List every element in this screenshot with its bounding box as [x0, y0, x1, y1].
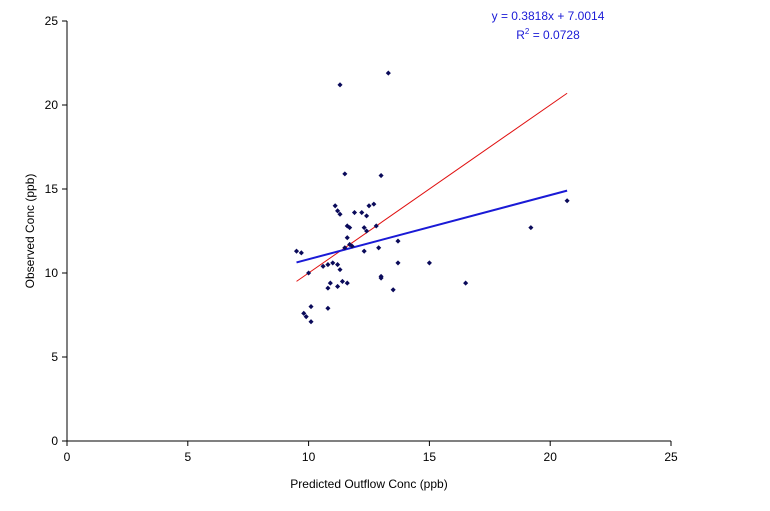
data-point [395, 260, 401, 266]
data-point [327, 280, 333, 286]
fit-lines [296, 92, 568, 282]
data-point [378, 275, 384, 281]
data-point [371, 201, 377, 207]
data-point [344, 280, 350, 286]
x-tick-label: 10 [302, 450, 316, 464]
x-tick-label: 15 [423, 450, 437, 464]
data-point [361, 225, 367, 231]
data-point [337, 267, 343, 273]
data-point [335, 262, 341, 268]
data-point [335, 283, 341, 289]
x-tick-label: 25 [664, 450, 678, 464]
data-point [325, 262, 331, 268]
data-point [320, 263, 326, 269]
data-point [376, 245, 382, 251]
data-point [293, 248, 300, 254]
x-tick-label: 5 [184, 450, 191, 464]
y-tick-label: 0 [51, 434, 58, 448]
data-point [385, 70, 391, 76]
data-point [351, 209, 358, 216]
data-point [308, 304, 314, 310]
data-point [325, 305, 331, 311]
data-point [426, 260, 432, 266]
data-point [378, 173, 384, 179]
r-squared-label: R2 = 0.0728 [516, 27, 580, 42]
y-axis-title: Observed Conc (ppb) [23, 174, 37, 289]
x-tick-label: 20 [544, 450, 558, 464]
data-point [308, 319, 314, 325]
r2-superscript: 2 [525, 27, 530, 36]
data-point [337, 82, 343, 88]
data-point [342, 171, 348, 177]
data-point [349, 243, 355, 249]
trendline-equation: y = 0.3818x + 7.0014 [492, 9, 605, 23]
r2-prefix: R [516, 28, 525, 42]
data-point [332, 203, 338, 209]
data-point [342, 245, 348, 251]
y-tick-label: 20 [45, 98, 59, 112]
data-point [390, 287, 396, 293]
data-point [301, 310, 307, 316]
data-point [361, 248, 367, 254]
data-point [373, 223, 379, 229]
y-tick-label: 25 [45, 14, 59, 28]
x-axis-title: Predicted Outflow Conc (ppb) [290, 477, 447, 491]
trend-line [296, 189, 568, 264]
data-point [337, 211, 343, 217]
axis-ticks: 0 5 10 15 20 25 0 5 10 15 20 25 [45, 14, 678, 464]
data-point [344, 235, 350, 241]
data-point [325, 285, 331, 291]
data-point [364, 213, 370, 219]
data-point [306, 270, 312, 276]
y-tick-label: 5 [51, 350, 58, 364]
identity-line [296, 92, 568, 282]
data-point [366, 203, 372, 209]
x-tick-label: 0 [64, 450, 71, 464]
data-point [463, 280, 469, 286]
data-point [298, 250, 304, 256]
data-point [347, 225, 353, 231]
data-point [395, 238, 401, 244]
data-point [303, 314, 309, 320]
data-point [564, 198, 570, 204]
r2-value: = 0.0728 [529, 28, 580, 42]
data-point [528, 225, 534, 231]
y-tick-label: 10 [45, 266, 59, 280]
data-point [359, 209, 365, 216]
data-point [330, 260, 336, 266]
plot-area: 0 5 10 15 20 25 0 5 10 15 20 25 [45, 14, 678, 464]
y-tick-label: 15 [45, 182, 59, 196]
data-points [293, 70, 570, 325]
data-point [339, 278, 345, 284]
